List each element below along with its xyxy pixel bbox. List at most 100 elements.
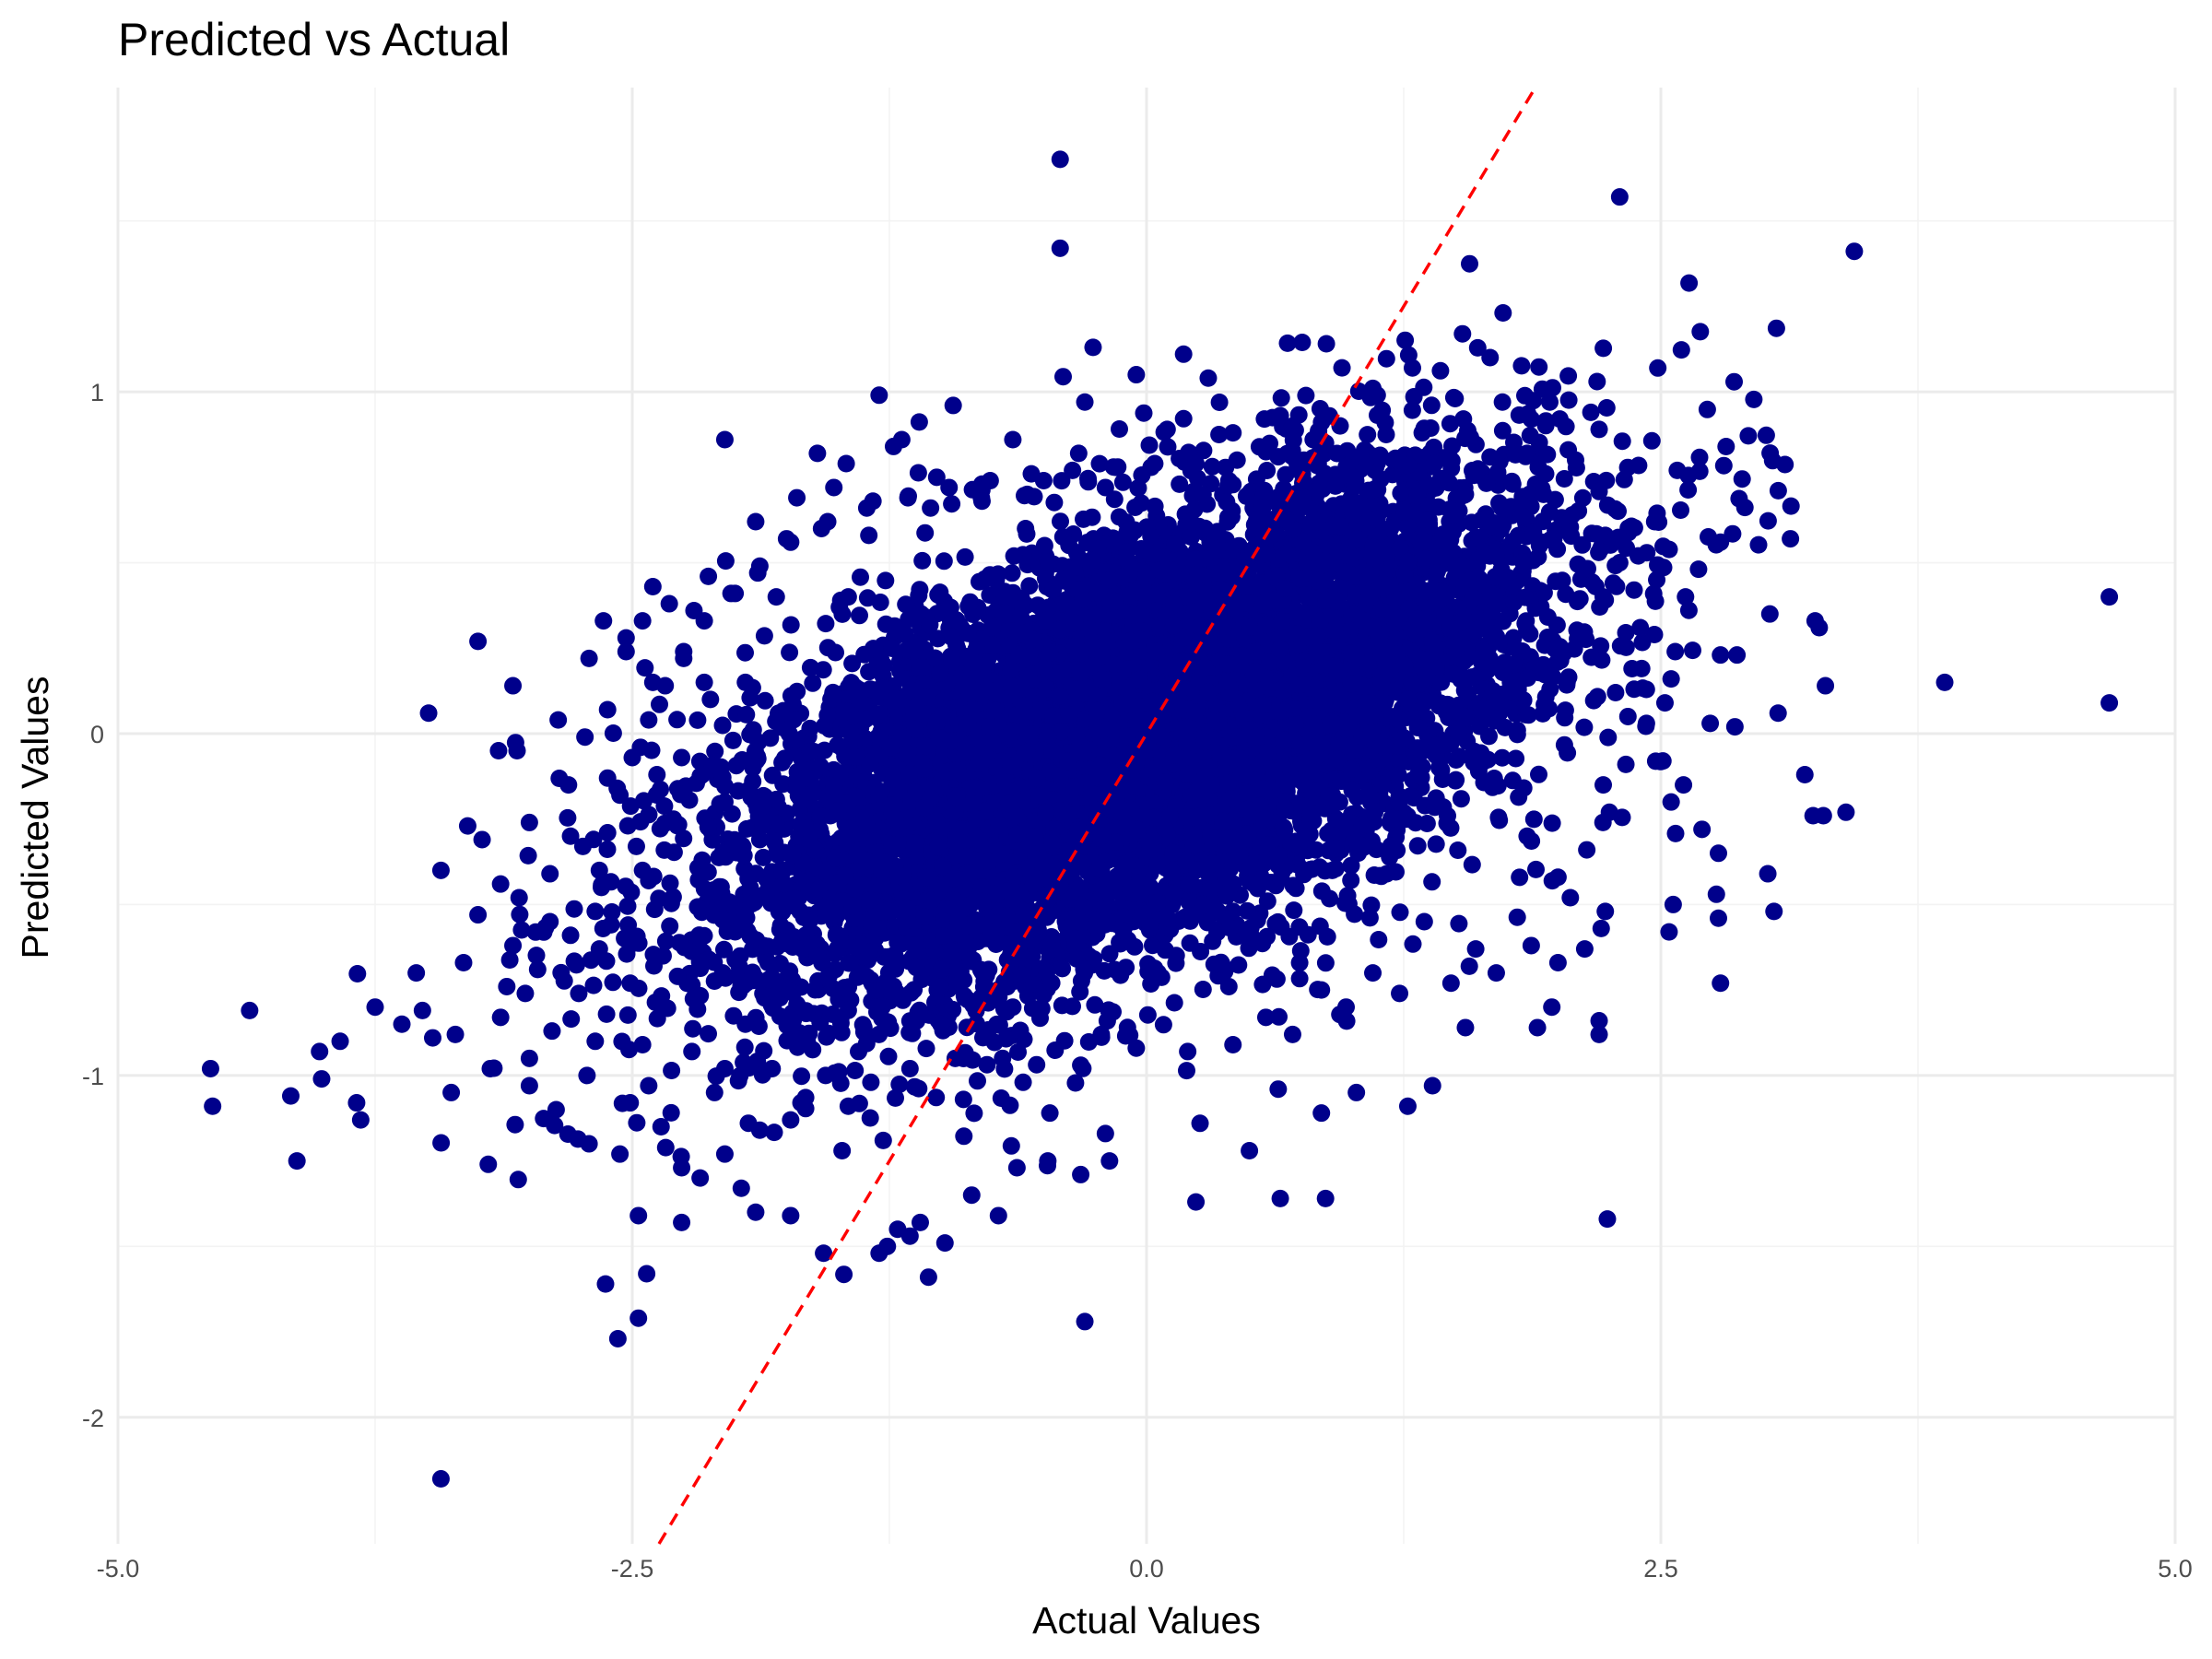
data-point (913, 551, 932, 570)
data-point (700, 1025, 717, 1043)
data-point (1111, 420, 1128, 438)
data-point (565, 900, 583, 918)
data-point (1270, 1007, 1288, 1026)
data-point (1527, 860, 1545, 878)
data-point (656, 932, 675, 950)
data-point (562, 1010, 581, 1029)
data-point (1698, 400, 1716, 418)
data-point (956, 547, 974, 566)
data-point (1396, 331, 1415, 349)
data-point (1100, 945, 1119, 963)
data-point (651, 695, 668, 713)
data-point (1460, 957, 1478, 975)
data-point (1714, 456, 1733, 475)
data-point (1269, 912, 1287, 931)
data-point (1423, 873, 1441, 891)
data-point (628, 1113, 646, 1132)
data-point (1194, 441, 1213, 460)
data-point (1494, 304, 1512, 322)
data-point (618, 897, 637, 915)
data-point (1489, 808, 1508, 827)
data-point (1316, 954, 1335, 972)
data-point (1555, 470, 1573, 488)
data-point (1461, 254, 1478, 273)
points-layer (201, 150, 2119, 1488)
data-point (1404, 935, 1422, 953)
data-point (781, 643, 799, 662)
data-point (1679, 601, 1698, 619)
data-point (735, 1053, 753, 1072)
data-point (509, 1171, 527, 1189)
data-point (1431, 361, 1450, 380)
data-point (432, 1134, 451, 1152)
data-point (843, 654, 862, 673)
data-point (1154, 1016, 1172, 1034)
data-point (890, 1076, 909, 1093)
data-point (1146, 497, 1164, 515)
data-point (801, 719, 819, 737)
data-point (1408, 837, 1427, 855)
data-point (559, 808, 577, 827)
data-point (713, 716, 732, 735)
data-point (1105, 490, 1124, 509)
data-point (1512, 357, 1531, 375)
data-point (755, 1041, 773, 1060)
data-point (1359, 426, 1377, 444)
data-point (1210, 426, 1229, 443)
data-point (656, 1138, 675, 1157)
data-point (1210, 394, 1229, 411)
data-point (511, 905, 529, 924)
data-point (755, 627, 773, 645)
data-point (598, 841, 617, 858)
data-point (978, 1055, 996, 1074)
data-point (1613, 432, 1631, 451)
data-point (1272, 389, 1290, 407)
data-point (782, 616, 800, 634)
data-point (887, 1088, 904, 1107)
data-point (1106, 960, 1124, 979)
data-point (1090, 454, 1109, 473)
data-point (1052, 512, 1069, 531)
data-point (1776, 455, 1794, 474)
data-point (1450, 914, 1468, 933)
data-point (1178, 1062, 1195, 1080)
data-point (1511, 868, 1529, 887)
data-point (684, 1019, 702, 1038)
data-point (1617, 624, 1635, 641)
data-point (741, 688, 759, 707)
data-point (1391, 903, 1409, 922)
data-point (618, 945, 636, 963)
data-point (1066, 1074, 1085, 1092)
data-point (1261, 434, 1278, 453)
data-point (929, 629, 947, 648)
data-point (661, 874, 679, 892)
data-point (1422, 396, 1441, 415)
data-point (835, 1265, 853, 1284)
data-point (905, 1077, 924, 1096)
data-point (916, 524, 935, 542)
data-point (1684, 641, 1701, 660)
data-point (1507, 749, 1525, 768)
data-point (661, 917, 679, 935)
data-point (1725, 372, 1743, 391)
data-point (1360, 909, 1379, 927)
data-point (1565, 640, 1583, 658)
data-point (1403, 401, 1421, 419)
data-point (801, 658, 819, 677)
data-point (1559, 367, 1578, 385)
data-point (597, 1005, 616, 1023)
data-point (1609, 502, 1627, 521)
data-point (1311, 400, 1329, 418)
data-point (754, 848, 772, 866)
data-point (729, 1072, 747, 1090)
data-point (969, 1072, 986, 1090)
data-point (735, 1038, 754, 1056)
data-point (851, 606, 868, 625)
data-point (1171, 475, 1189, 493)
data-point (1575, 623, 1594, 641)
data-point (1427, 478, 1445, 497)
data-point (1342, 871, 1360, 889)
data-point (846, 1062, 865, 1079)
